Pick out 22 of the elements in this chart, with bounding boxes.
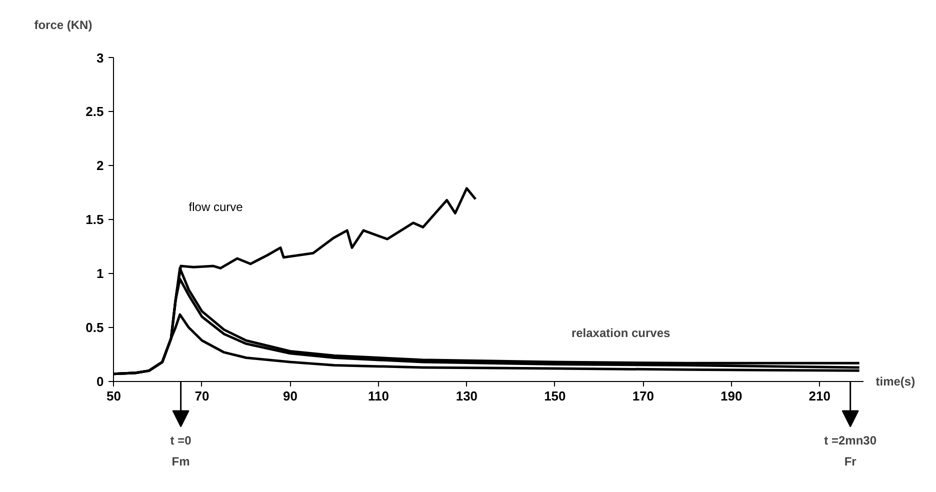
y-tick-label: 1 [96, 266, 104, 282]
x-tick-label: 190 [720, 388, 742, 404]
y-tick-label: 1.5 [86, 212, 104, 228]
x-tick-label: 110 [368, 388, 389, 404]
y-tick-label: 0.5 [86, 320, 104, 336]
x-tick-label: 170 [632, 388, 654, 404]
y-tick-label: 0 [96, 374, 104, 389]
x-tick-label: 150 [544, 388, 566, 404]
y-axis-title: force (KN) [34, 18, 92, 32]
x-tick-label: 70 [194, 388, 210, 404]
text: flow curve [188, 200, 244, 214]
x-tick-label: 210 [808, 388, 830, 404]
x-tick-label: 90 [282, 388, 298, 404]
x-axis-title: time(s) [876, 374, 916, 388]
y-tick-label: 3 [96, 50, 104, 66]
x-tick-label: 130 [456, 388, 478, 404]
text: t =2mn30 Fr [824, 433, 877, 468]
text: t =0 Fm [170, 433, 192, 468]
annotation: relaxation curves [571, 326, 671, 340]
x-tick-label: 50 [106, 388, 121, 404]
y-tick-label: 2 [96, 158, 104, 174]
y-tick-label: 2.5 [86, 104, 104, 120]
